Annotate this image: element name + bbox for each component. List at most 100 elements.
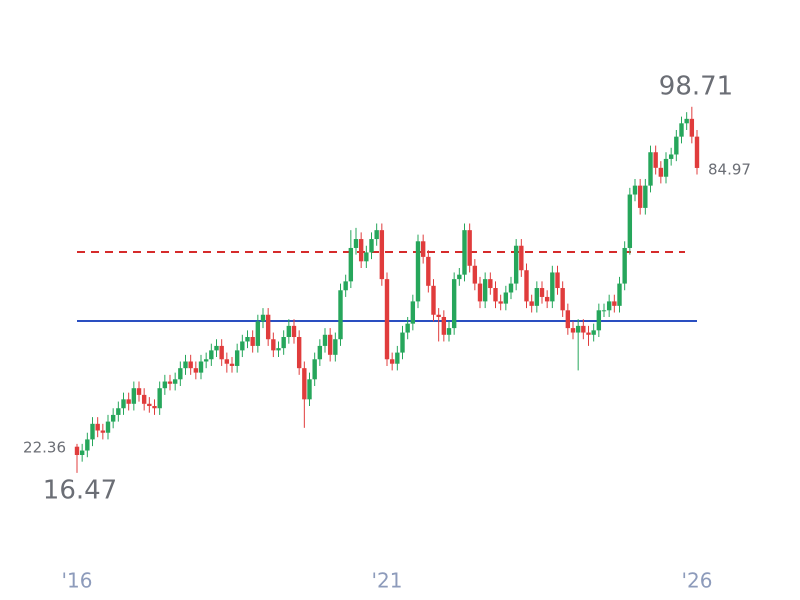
candle-body [694,136,700,168]
candle-body [575,325,581,333]
candle-body [302,368,307,400]
candle-body [384,279,390,360]
candle-body [591,330,596,335]
candle-body [121,399,126,409]
candle-body [431,285,436,315]
candle-body [281,337,286,349]
candle-body [627,194,633,248]
x-tick-label: '21 [372,569,403,593]
candle-body [482,279,488,302]
candle-body [451,279,457,329]
candle-body [198,361,204,373]
candle-body [141,394,147,404]
candle-body [374,230,379,240]
candle-body [534,288,540,306]
candle-body [674,136,679,155]
candle-body [188,361,193,369]
candle-body [136,388,142,395]
candle-body [147,403,152,407]
candle-body [245,337,250,342]
candle-body [389,359,395,364]
candle-body [343,281,348,291]
candle-body [172,379,178,384]
candle-body [410,301,416,324]
candle-body [643,185,648,208]
candle-body [513,245,519,284]
candle-body [503,292,509,304]
candle-body [74,446,80,455]
candle-body [612,301,617,306]
candle-body [653,152,658,168]
candle-body [565,310,571,329]
first-open-label: 22.36 [23,439,66,457]
candle-body [250,337,255,346]
candle-body [539,288,545,297]
candle-body [353,239,359,248]
candle-body [265,314,271,340]
candle-body [637,185,643,208]
candle-body [498,301,503,304]
candle-body [271,339,276,351]
candle-body [85,439,90,451]
candle-body [358,239,364,262]
plot [74,106,700,473]
candle-body [224,359,230,364]
candle-body [581,325,586,333]
candle-body [668,154,674,159]
candle-body [79,450,85,455]
candle-body [327,334,333,355]
min-label: 16.47 [43,476,117,506]
x-tick-label: '26 [682,569,713,593]
candle-body [467,230,472,266]
candle-body [110,414,116,422]
candle-body [441,316,447,335]
candle-body [379,230,385,280]
candle-body [477,283,483,302]
candle-body [415,241,421,302]
candle-body [100,430,106,433]
candle-body [560,288,565,311]
candle-body [90,423,95,440]
candle-body [116,408,121,415]
x-tick-label: '16 [62,569,93,593]
candle-body [183,361,188,369]
candle-body [544,296,550,302]
candle-body [400,332,405,353]
candle-body [229,363,235,366]
candle-body [395,352,400,364]
candle-body [286,325,292,338]
candle-body [157,388,162,409]
candle-body [296,337,302,369]
candle-body [234,350,240,366]
candle-body [260,314,266,322]
candle-body [420,241,426,257]
candle-body [369,239,374,253]
candle-body [131,388,137,404]
candle-body [689,118,695,137]
candle-body [508,283,514,293]
candle-body [167,381,173,384]
candle-body [622,247,627,284]
candle-body [152,406,157,409]
candle-body [679,123,684,137]
candle-body [240,341,245,351]
candle-body [462,230,467,275]
candle-body [658,167,664,177]
candle-body [105,421,111,433]
candle-body [214,345,219,351]
candle-body [570,328,576,333]
candle-body [488,279,493,289]
candle-body [529,301,534,306]
candle-body [126,399,131,404]
candle-body [178,368,183,380]
candle-body [457,274,462,280]
candle-body [95,423,100,431]
candle-body [606,301,612,311]
candle-body [586,332,591,335]
candle-body [632,185,638,195]
candle-body [601,310,607,312]
candle-body [446,328,452,335]
candle-body [322,334,328,346]
candle-body [524,270,529,302]
